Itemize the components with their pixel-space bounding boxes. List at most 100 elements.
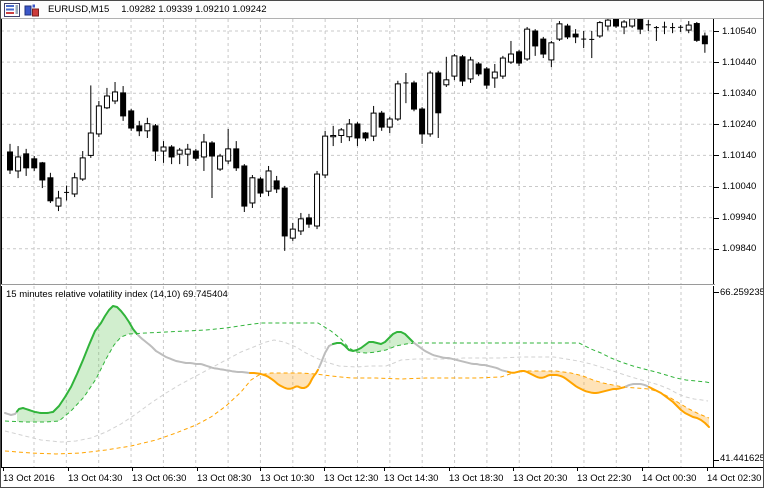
indicator-min-value: 41.441625 xyxy=(720,453,764,464)
chart-title-bar: EURUSD,M15 1.09282 1.09339 1.09210 1.092… xyxy=(1,1,763,19)
rvi-main-line-orange xyxy=(507,370,627,394)
green-band-fill xyxy=(17,306,137,422)
candle-bear xyxy=(613,19,619,27)
candle-bull xyxy=(225,148,232,162)
indicator-axis-tick xyxy=(714,292,719,293)
price-tick xyxy=(714,31,719,32)
candle-bear xyxy=(572,33,579,38)
candle-bull xyxy=(467,59,474,80)
candle-bull xyxy=(112,91,119,102)
price-axis-label: 1.10340 xyxy=(722,87,757,99)
time-tick xyxy=(3,468,4,471)
time-axis-label: 13 Oct 06:30 xyxy=(132,473,187,484)
candle-bear xyxy=(209,142,215,157)
candle-bear xyxy=(47,177,54,202)
candle-bull xyxy=(314,173,321,227)
candle-bear xyxy=(516,51,523,64)
candle-bull xyxy=(685,24,692,31)
candle-bull xyxy=(596,22,603,37)
candle-bull xyxy=(184,148,191,155)
candle-bear xyxy=(637,19,644,30)
time-tick xyxy=(197,468,198,471)
rvi-main-line-orange xyxy=(249,368,319,390)
price-tick xyxy=(714,248,719,250)
bar-chart-icon[interactable] xyxy=(24,3,40,17)
candle-bear xyxy=(411,82,417,110)
candle-bull xyxy=(103,95,110,109)
candle-bear xyxy=(7,151,13,171)
candle-bull xyxy=(217,155,224,170)
time-tick xyxy=(132,468,133,471)
rvi-main-line-orange xyxy=(648,386,710,428)
candle-bull xyxy=(79,157,86,180)
candle-bull xyxy=(427,72,434,135)
rvi-main-line-gray xyxy=(4,410,18,416)
candle-bull xyxy=(629,19,636,27)
indicator-max-value: 66.259235 xyxy=(720,287,764,298)
time-axis-label: 13 Oct 14:30 xyxy=(384,473,439,484)
candle-bear xyxy=(354,123,361,139)
price-axis-label: 1.10040 xyxy=(722,181,757,192)
green-dashed-line xyxy=(4,322,712,423)
candle-bear xyxy=(120,92,127,117)
time-axis-label: 13 Oct 18:30 xyxy=(449,473,504,484)
time-tick xyxy=(384,468,385,471)
time-tick xyxy=(642,468,643,471)
candle-bull xyxy=(370,112,377,137)
rvi-main-line-gray xyxy=(318,343,334,369)
time-tick xyxy=(577,468,578,471)
candle-bear xyxy=(31,158,38,169)
time-axis-label: 13 Oct 20:30 xyxy=(513,473,568,484)
candle-bear xyxy=(241,165,248,207)
candle-bull xyxy=(297,218,304,232)
time-axis[interactable]: 13 Oct 2016 13 Oct 04:30 13 Oct 06:30 13 Oc… xyxy=(1,467,763,487)
candle-bull xyxy=(621,21,628,28)
time-tick xyxy=(449,468,450,471)
candle-bear xyxy=(257,178,264,194)
candle-bull xyxy=(507,53,514,63)
candle-bull xyxy=(144,123,151,132)
orange-band-fill xyxy=(250,369,318,389)
candle-bull xyxy=(200,141,207,158)
time-tick xyxy=(513,468,514,471)
candle-bear xyxy=(136,125,143,132)
ohlc-values: 1.09282 1.09339 1.09210 1.09242 xyxy=(121,4,267,15)
panel-separator[interactable] xyxy=(1,284,715,286)
symbol-timeframe-label: EURUSD,M15 xyxy=(48,4,110,15)
candle-bull xyxy=(249,177,256,204)
candle-bull xyxy=(346,123,353,138)
candle-bull xyxy=(87,132,94,156)
price-tick xyxy=(714,62,719,64)
candle-bear xyxy=(419,108,426,135)
candle-bear xyxy=(483,68,490,86)
candle-bear xyxy=(378,112,385,128)
time-axis-label: 13 Oct 2016 xyxy=(3,473,55,484)
indicator-axis[interactable]: 66.259235 41.441625 xyxy=(714,286,764,467)
price-axis-label: 1.10140 xyxy=(722,149,757,161)
candle-bear xyxy=(281,187,288,237)
time-tick xyxy=(324,468,325,471)
candle-bear xyxy=(168,146,175,158)
price-axis[interactable]: 1.10540 1.10440 1.10340 1.10240 1.10140 1.100… xyxy=(714,19,763,284)
candle-bull xyxy=(15,156,22,172)
candle-bear xyxy=(540,38,547,55)
candle-bear xyxy=(152,125,159,152)
time-axis-label: 13 Oct 12:30 xyxy=(324,473,379,484)
candle-bull xyxy=(95,105,102,135)
candle-bear xyxy=(701,35,708,45)
gray-dashed-line xyxy=(4,339,709,443)
rvi-main-line-green xyxy=(332,331,414,352)
rvi-main-line-gray xyxy=(137,334,251,374)
candle-bull xyxy=(330,134,337,138)
candle-bear xyxy=(564,25,571,38)
candle-bull xyxy=(265,170,272,192)
chart-list-icon[interactable] xyxy=(4,2,20,17)
candlestick-chart[interactable] xyxy=(1,19,714,284)
indicator-panel[interactable] xyxy=(1,286,714,467)
time-axis-label: 13 Oct 04:30 xyxy=(68,473,123,484)
candle-bull xyxy=(491,71,498,79)
candle-bear xyxy=(459,56,466,82)
candle-bull xyxy=(160,146,167,152)
candle-bull xyxy=(524,28,531,60)
